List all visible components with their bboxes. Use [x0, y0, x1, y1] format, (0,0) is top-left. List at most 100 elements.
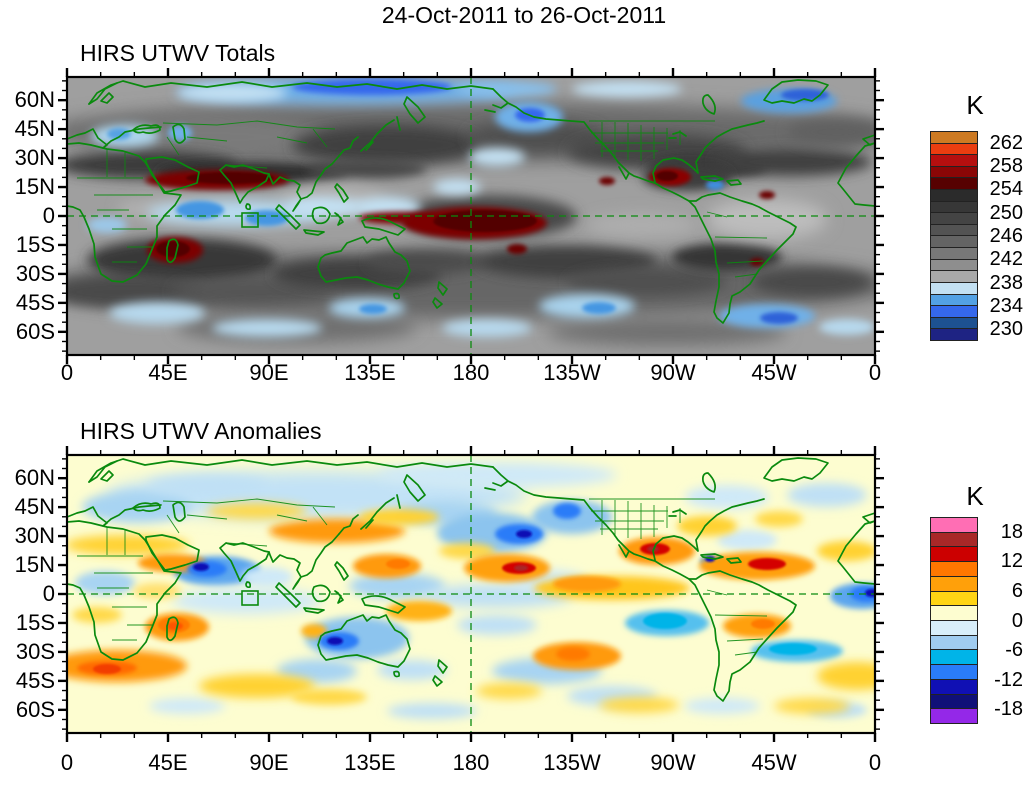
colorbar-segment	[931, 294, 977, 307]
colorbar-tick-label: 230	[989, 318, 1023, 341]
colorbar-tick-label: 18	[1000, 520, 1023, 543]
contour-blob	[193, 563, 209, 571]
contour-blob	[457, 81, 557, 97]
colorbar-segment	[931, 201, 977, 214]
contour-blob	[677, 516, 737, 536]
contour-blob	[287, 197, 363, 217]
y-tick-label: 60N	[14, 87, 55, 112]
contour-blob	[367, 250, 487, 274]
colorbar-tick-label: 254	[989, 178, 1023, 201]
contour-blob	[759, 191, 775, 199]
anomalies-colorbar	[930, 517, 978, 724]
contour-blob	[72, 607, 122, 623]
contour-blob	[168, 125, 192, 141]
colorbar-segment	[931, 248, 977, 260]
totals-panel-title: HIRS UTWV Totals	[80, 40, 276, 66]
x-tick-label: 90W	[650, 750, 696, 775]
contour-blob	[277, 659, 357, 683]
colorbar-segment	[931, 591, 977, 607]
colorbar-segment	[931, 665, 977, 680]
contour-blob	[87, 217, 127, 233]
colorbar-segment	[931, 236, 977, 249]
contour-blob	[177, 84, 287, 102]
y-tick-label: 30N	[14, 145, 55, 170]
contour-blob	[377, 462, 617, 488]
x-tick-label: 135W	[543, 750, 601, 775]
figure-title: 24-Oct-2011 to 26-Oct-2011	[381, 2, 667, 28]
contour-blob	[93, 664, 121, 674]
contour-blob	[567, 268, 727, 296]
colorbar-tick-label: 234	[989, 295, 1023, 317]
colorbar-segment	[931, 166, 977, 179]
contour-blob	[156, 241, 190, 257]
x-tick-label: 135E	[344, 750, 396, 775]
colorbar-segment	[931, 694, 977, 710]
colorbar-segment	[931, 282, 977, 295]
colorbar-segment	[931, 650, 977, 666]
x-tick-label: 0	[868, 750, 882, 775]
contour-blob	[865, 589, 875, 597]
x-tick-label: 135E	[344, 360, 396, 385]
colorbar-title: K	[966, 90, 984, 120]
colorbar-segment	[931, 132, 977, 144]
x-tick-label: 180	[452, 750, 490, 775]
colorbar-segment	[931, 178, 977, 191]
contour-blob	[599, 177, 615, 185]
contour-blob	[349, 573, 445, 599]
contour-blob	[75, 571, 135, 595]
contour-blob	[553, 503, 581, 519]
contour-blob	[672, 243, 782, 271]
contour-blob	[748, 558, 786, 570]
colorbar-segment	[931, 213, 977, 225]
totals-plot-frame	[65, 75, 877, 357]
contour-blob	[819, 319, 875, 335]
contour-blob	[787, 118, 875, 146]
contour-blob	[353, 554, 421, 578]
contour-blob	[556, 647, 590, 661]
contour-blob	[817, 541, 875, 561]
y-tick-label: 60S	[15, 319, 55, 344]
contour-blob	[133, 583, 181, 599]
colorbar-segment	[931, 271, 977, 283]
contour-blob	[442, 319, 532, 337]
contour-blob	[769, 643, 817, 655]
contour-blob	[172, 278, 332, 306]
colorbar-tick-label: 238	[989, 271, 1023, 294]
contour-blob	[439, 543, 495, 559]
colorbar-tick-label: -6	[1005, 639, 1023, 662]
contour-blob	[547, 318, 787, 346]
colorbar-tick-label: -18	[994, 698, 1023, 721]
x-tick-label: 90W	[650, 360, 696, 385]
contour-blob	[212, 319, 322, 337]
contour-blob	[359, 304, 387, 314]
contour-blob	[469, 148, 525, 166]
y-tick-label: 45S	[15, 290, 55, 315]
contour-blob	[582, 302, 616, 314]
anomalies-colorbar-labels: 18 12 6 0 -6 -12 -18	[975, 517, 1023, 724]
colorbar-tick-label: 12	[1000, 550, 1023, 573]
contour-blob	[760, 312, 798, 324]
y-tick-label: 60S	[15, 697, 55, 722]
contour-blob	[476, 683, 542, 699]
colorbar-segment	[931, 224, 977, 237]
contour-blob	[787, 483, 867, 507]
colorbar-segment	[931, 606, 977, 622]
contour-blob	[172, 588, 322, 614]
y-tick-label: 15S	[15, 610, 55, 635]
contour-blob	[751, 619, 775, 629]
contour-blob	[717, 530, 777, 550]
contour-blob	[712, 148, 872, 176]
colorbar-tick-label: 6	[1011, 579, 1023, 602]
colorbar-segment	[931, 547, 977, 563]
contour-blob	[422, 584, 572, 608]
y-tick-label: 15N	[14, 174, 55, 199]
contour-blob	[67, 276, 207, 308]
y-tick-label: 45S	[15, 668, 55, 693]
x-tick-label: 45E	[148, 360, 188, 385]
contour-blob	[684, 698, 760, 714]
x-tick-label: 135W	[543, 360, 601, 385]
contour-blob	[599, 697, 679, 713]
x-tick-label: 180	[452, 360, 490, 385]
x-tick-label: 45W	[751, 750, 797, 775]
contour-blob	[359, 212, 435, 224]
